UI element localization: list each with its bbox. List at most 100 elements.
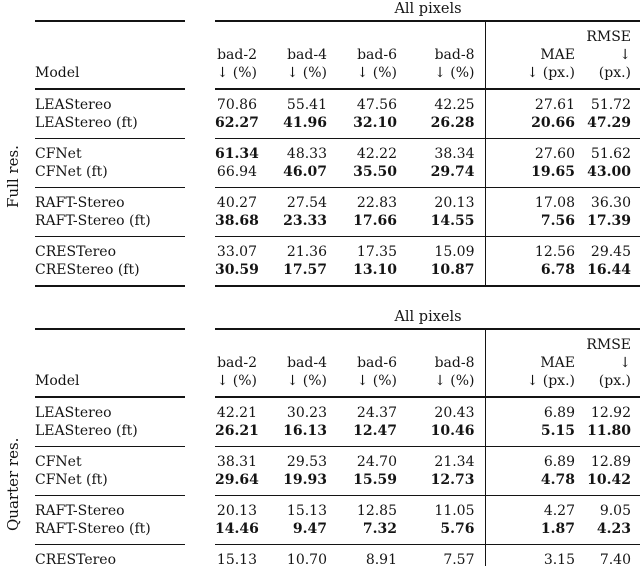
table-row: RAFT-Stereo (ft) 14.46 9.47 7.32 5.76 1.87 4.2…: [35, 520, 640, 545]
column-unit: ↓ (%): [286, 373, 327, 389]
column-header-bad-2: bad-2 ↓ (%): [215, 329, 267, 398]
metric-value: 11.05: [407, 495, 485, 520]
column-label: RMSE: [586, 337, 631, 353]
metric-value: 29.64: [215, 472, 259, 488]
metric-value: 27.60: [484, 138, 585, 163]
metric-value: 12.89: [585, 446, 640, 471]
metric-value: 14.55: [430, 213, 475, 229]
metric-value: 26.28: [430, 115, 475, 131]
model-cell: CFNet: [35, 446, 185, 471]
column-gap: [185, 114, 215, 139]
metric-value: 51.72: [590, 97, 631, 113]
column-unit: ↓ (px.): [598, 47, 631, 81]
column-gap: [185, 447, 215, 472]
metric-value: 20.66: [484, 114, 585, 139]
column-label: bad-2: [217, 355, 257, 371]
table-row: CFNet (ft) 29.64 19.93 15.59 12.73 4.78 10.42: [35, 471, 640, 496]
column-gap: [185, 21, 215, 89]
metric-value: 46.07: [283, 164, 327, 180]
column-label: bad-6: [357, 355, 397, 371]
column-header-bad-2: bad-2 ↓ (%): [215, 21, 267, 90]
metric-value: 4.23: [596, 521, 631, 537]
metric-value: 17.57: [267, 261, 337, 287]
all-pixels-row: All pixels: [35, 0, 640, 22]
model-cell: CREStereo (ft): [35, 261, 185, 287]
column-gap: [185, 163, 215, 188]
table-row: RAFT-Stereo 40.27 27.54 22.83 20.13 17.08 36.3…: [35, 187, 640, 212]
metric-value: 40.27: [215, 187, 267, 212]
metric-value: 6.89: [484, 397, 585, 422]
column-label: bad-8: [434, 47, 475, 63]
metric-value: 21.36: [267, 236, 337, 261]
model-cell: RAFT-Stereo: [35, 187, 185, 212]
table-row: LEAStereo 70.86 55.41 47.56 42.25 27.61 51.72: [35, 89, 640, 114]
column-gap: [185, 261, 215, 286]
table-row: RAFT-Stereo 20.13 15.13 12.85 11.05 4.27 9.05: [35, 495, 640, 520]
side-label-quarter-res: Quarter res.: [4, 437, 22, 532]
metric-value: 10.87: [407, 261, 485, 287]
metric-value: 26.21: [215, 423, 259, 439]
metric-value: 16.13: [283, 423, 327, 439]
model-cell: RAFT-Stereo: [35, 495, 185, 520]
all-pixels-header: All pixels: [215, 308, 640, 330]
column-gap: [185, 308, 215, 329]
column-unit: ↓ (%): [216, 373, 257, 389]
metric-value: 17.66: [353, 213, 397, 229]
column-gap: [185, 0, 215, 21]
column-header-bad-6: bad-6 ↓ (%): [337, 329, 407, 398]
column-unit: ↓ (%): [216, 65, 257, 81]
metric-value: 16.44: [585, 261, 640, 287]
metric-value: 6.78: [484, 261, 585, 287]
metric-value: 17.35: [337, 236, 407, 261]
metric-value: 7.40: [585, 544, 640, 566]
metric-value: 14.46: [215, 521, 259, 537]
column-unit: ↓ (%): [356, 373, 397, 389]
metric-value: 51.62: [585, 138, 640, 163]
column-label: MAE: [540, 47, 575, 63]
model-cell: LEAStereo: [35, 405, 112, 421]
metric-value: 35.50: [353, 164, 397, 180]
table-row: CREStereo (ft) 30.59 17.57 13.10 10.87 6.78 16…: [35, 261, 640, 287]
metric-value: 12.56: [484, 236, 585, 261]
column-label: bad-8: [434, 355, 475, 371]
column-gap: [185, 520, 215, 545]
model-column-header: Model: [35, 329, 185, 398]
results-table-full-res: Full res. All pixels Model bad-2 ↓ (%) bad-4…: [4, 0, 640, 287]
metric-value: 19.65: [484, 163, 585, 188]
column-gap: [185, 545, 215, 566]
column-unit: ↓ (%): [434, 65, 475, 81]
metric-value: 4.78: [484, 471, 585, 496]
metric-value: 62.27: [215, 115, 259, 131]
model-cell: LEAStereo (ft): [35, 115, 138, 131]
metric-value: 70.86: [216, 97, 257, 113]
metric-value: 11.80: [587, 423, 631, 439]
column-gap: [185, 89, 215, 114]
metric-value: 19.93: [283, 472, 327, 488]
column-gap: [185, 422, 215, 447]
model-cell: CFNet (ft): [35, 472, 108, 488]
metric-value: 38.34: [407, 138, 485, 163]
column-label: bad-2: [217, 47, 257, 63]
column-label: bad-4: [287, 355, 327, 371]
column-unit: ↓ (px.): [526, 373, 575, 389]
metric-value: 12.85: [337, 495, 407, 520]
metric-value: 24.37: [356, 405, 397, 421]
metric-value: 4.27: [484, 495, 585, 520]
model-cell: LEAStereo: [35, 97, 112, 113]
column-header-bad-4: bad-4 ↓ (%): [267, 329, 337, 398]
all-pixels-row: All pixels: [35, 308, 640, 330]
side-label-full-res: Full res.: [4, 145, 22, 208]
metric-value: 20.13: [215, 495, 267, 520]
metric-value: 48.33: [267, 138, 337, 163]
metric-value: 29.45: [585, 236, 640, 261]
metric-value: 15.13: [215, 544, 267, 566]
metric-value: 42.22: [337, 138, 407, 163]
column-gap: [185, 329, 215, 397]
column-unit: ↓ (px.): [598, 355, 631, 389]
column-label: bad-6: [357, 47, 397, 63]
column-unit: ↓ (%): [286, 65, 327, 81]
metric-value: 5.76: [440, 521, 475, 537]
column-unit: ↓ (px.): [526, 65, 575, 81]
metric-value: 66.94: [216, 164, 257, 180]
metric-value: 30.23: [286, 405, 327, 421]
